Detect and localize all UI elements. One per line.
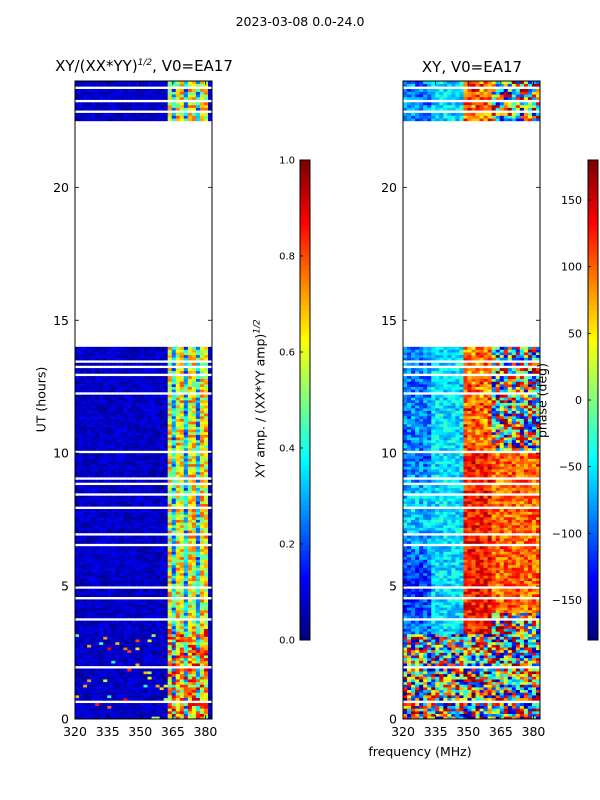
x-tick-label: 335: [424, 724, 448, 739]
colorbar-frame: [299, 159, 311, 641]
phase-cb-tick-label: −100: [552, 527, 582, 540]
x-tick-label: 350: [456, 724, 480, 739]
y-tick-label: 5: [389, 579, 397, 594]
amp-colorbar-label: XY amp. / (XX*YY amp)1/2: [252, 289, 267, 509]
amp-colorbar-label-main: XY amp. / (XX*YY amp): [252, 333, 268, 478]
x-axis-label: frequency (MHz): [368, 744, 472, 759]
phase-cb-tick-label: −150: [552, 594, 582, 607]
axes-frames: [74, 80, 591, 720]
phase-colorbar-label: phase (deg): [534, 363, 550, 439]
phase-cb-tick-label: 150: [561, 194, 582, 207]
y-tick-label: 5: [61, 579, 69, 594]
y-axis-label: UT (hours): [33, 366, 49, 433]
y-tick-label: 10: [381, 446, 397, 461]
x-tick-label: 365: [489, 724, 513, 739]
y-tick-label: 10: [53, 446, 69, 461]
x-tick-label: 380: [522, 724, 546, 739]
left-title-tail: , V0=EA17: [152, 57, 233, 75]
x-tick-label: 380: [194, 724, 218, 739]
right-axes-frame: [402, 80, 541, 720]
y-tick-label: 0: [61, 712, 69, 727]
y-tick-label: 0: [389, 712, 397, 727]
amp-cb-tick-label: 0.8: [279, 252, 295, 263]
amp-cb-tick-label: 0.0: [279, 636, 295, 647]
tick-labels: 320 335 350 365 380 0 5 10 15 20 320 335 350 365 380 0 5…: [53, 156, 582, 740]
left-axes-frame: [74, 80, 213, 720]
phase-cb-tick-label: 50: [568, 327, 582, 340]
x-tick-label: 335: [96, 724, 120, 739]
amp-cb-tick-label: 1.0: [279, 156, 295, 167]
phase-heatmap: [403, 81, 541, 720]
left-title-main: XY/(XX*YY): [55, 57, 138, 75]
y-tick-label: 20: [381, 180, 397, 195]
x-tick-label: 365: [161, 724, 185, 739]
left-panel-title: XY/(XX*YY)1/2, V0=EA17: [40, 57, 248, 75]
x-tick-label: 320: [63, 724, 87, 739]
left-title-exponent: 1/2: [137, 58, 153, 68]
amplitude-colorbar: [299, 159, 311, 641]
amplitude-heatmap: [75, 81, 213, 720]
y-tick-label: 20: [53, 180, 69, 195]
figure-suptitle: 2023-03-08 0.0-24.0: [235, 14, 365, 29]
amp-cb-tick-label: 0.4: [279, 444, 295, 455]
y-tick-label: 15: [53, 313, 69, 328]
phase-cb-tick-label: 100: [561, 261, 582, 274]
phase-colorbar: [587, 159, 599, 641]
y-tick-label: 15: [381, 313, 397, 328]
x-tick-label: 320: [391, 724, 415, 739]
phase-cb-tick-label: 0: [575, 394, 582, 407]
right-panel-title: XY, V0=EA17: [421, 58, 523, 76]
phase-cb-tick-label: −50: [559, 461, 582, 474]
amp-cb-tick-label: 0.2: [279, 540, 295, 551]
amp-colorbar-label-exp: 1/2: [252, 319, 263, 334]
amp-cb-tick-label: 0.6: [279, 348, 295, 359]
x-tick-label: 350: [128, 724, 152, 739]
